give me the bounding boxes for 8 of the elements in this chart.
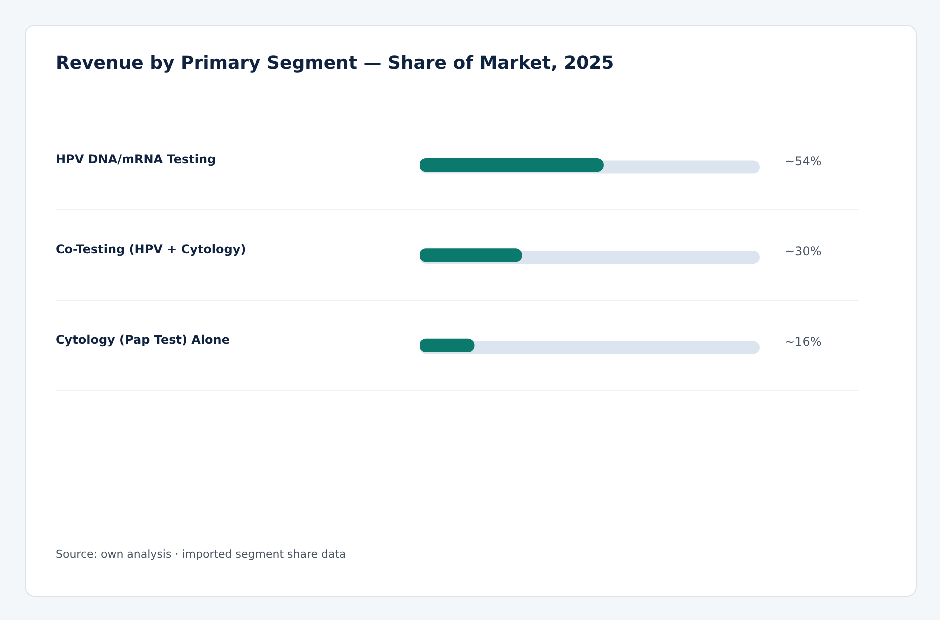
y-tick-label: HPV DNA/mRNA Testing bbox=[56, 152, 216, 166]
data-label: ~16% bbox=[785, 334, 822, 349]
data-label: ~30% bbox=[785, 244, 822, 259]
source-note: Source: own analysis · imported segment share data bbox=[56, 548, 346, 561]
data-label: ~54% bbox=[785, 154, 822, 168]
chart-title: Revenue by Primary Segment — Share of Market, 2025 bbox=[56, 53, 614, 74]
y-tick-label: Cytology (Pap Test) Alone bbox=[56, 332, 230, 347]
y-tick-label: Co-Testing (HPV + Cytology) bbox=[56, 242, 246, 257]
